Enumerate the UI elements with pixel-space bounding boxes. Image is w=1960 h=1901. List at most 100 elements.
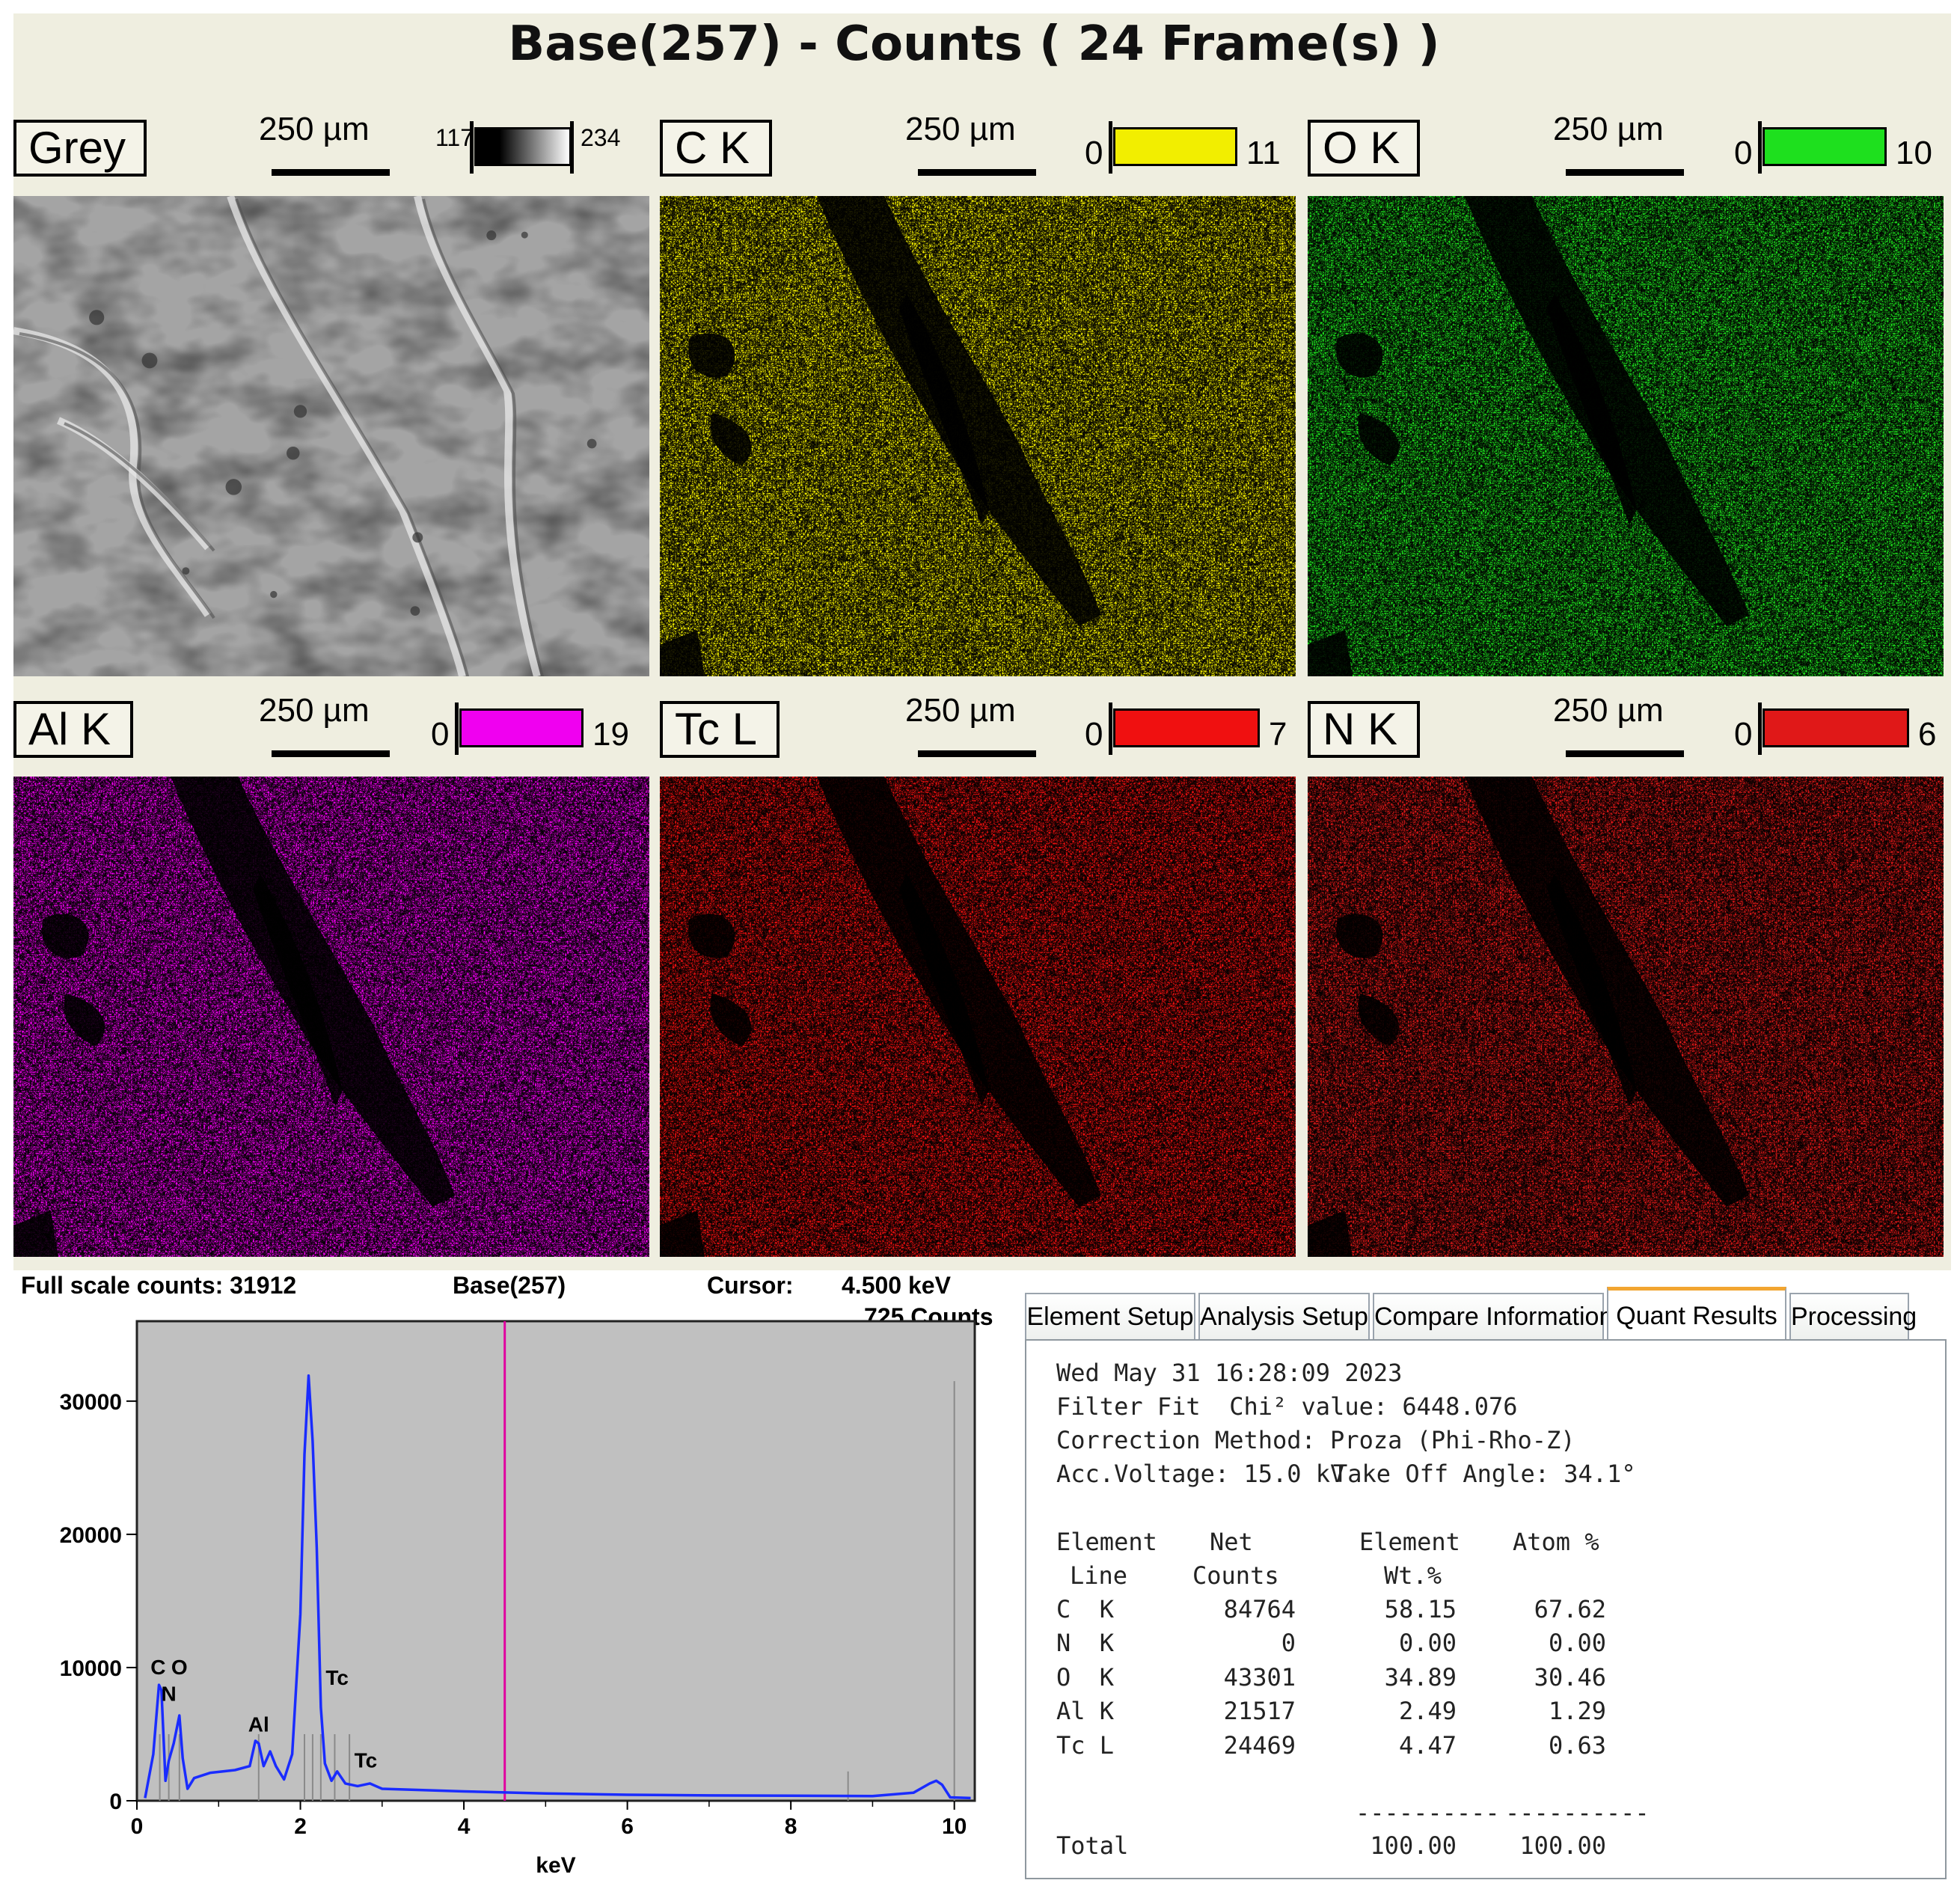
element-map-tc-l[interactable] (660, 777, 1296, 1257)
tab-processing[interactable]: Processing (1789, 1293, 1917, 1339)
plot-area (135, 1320, 976, 1802)
element-map-grey[interactable] (13, 196, 649, 676)
col-header-atom: Atom % (1513, 1528, 1599, 1556)
colorbar-tick (455, 702, 459, 755)
colorbar-tick (570, 121, 574, 174)
colorbar-max: 19 (592, 716, 629, 753)
peak-label: C (150, 1656, 165, 1679)
colorbar-max: 10 (1896, 135, 1932, 171)
quant-element-line: Al K (1056, 1697, 1115, 1726)
colorbar-swatch (459, 708, 584, 747)
scale-bar-label: 250 µm (905, 111, 1016, 147)
col-header-net: Net (1210, 1528, 1253, 1556)
tab-quant-results[interactable]: Quant Results (1607, 1287, 1786, 1341)
quant-cell: 24469 (1223, 1730, 1296, 1760)
tab-element-setup[interactable]: Element Setup (1025, 1293, 1195, 1339)
y-tick-label: 30000 (60, 1390, 122, 1415)
col-header-element: Element (1056, 1528, 1157, 1556)
quant-results-box: Wed May 31 16:28:09 2023 Filter Fit Chi²… (1025, 1339, 1947, 1879)
peak-label: Tc (325, 1666, 349, 1689)
peak-label: O (171, 1656, 188, 1679)
total-wt: 100.00 (1370, 1831, 1457, 1860)
element-map-o-k[interactable] (1308, 196, 1944, 676)
colorbar-min: 0 (1085, 135, 1103, 171)
quant-element-line: C K (1056, 1595, 1115, 1623)
quant-take-off: Take Off Angle: 34.1° (1333, 1460, 1636, 1488)
x-axis-label: keV (536, 1853, 575, 1878)
element-map-n-k[interactable] (1308, 777, 1944, 1257)
colorbar-max: 7 (1269, 716, 1287, 753)
quant-date: Wed May 31 16:28:09 2023 (1056, 1359, 1403, 1387)
colorbar-tick (1758, 702, 1762, 755)
scale-bar-label: 250 µm (1553, 111, 1664, 147)
y-tick-label: 0 (109, 1790, 122, 1814)
colorbar-swatch (1113, 127, 1237, 166)
quant-cell: 67.62 (1534, 1595, 1606, 1623)
scale-bar (1566, 169, 1684, 176)
colorbar-min: 0 (1734, 135, 1753, 171)
element-map-al-k[interactable] (13, 777, 649, 1257)
col-header-counts: Counts (1192, 1561, 1279, 1590)
quant-cell: 30.46 (1534, 1662, 1606, 1692)
quant-cell: 1.29 (1548, 1697, 1606, 1726)
colorbar-min: 0 (1734, 716, 1753, 753)
colorbar-tick (1109, 121, 1112, 174)
quant-element-line: N K (1056, 1629, 1115, 1658)
quant-cell: 0.00 (1398, 1629, 1457, 1658)
separator-wt: ---------- (1356, 1799, 1500, 1827)
quant-cell: 0.00 (1548, 1629, 1606, 1658)
quant-cell: 4.47 (1398, 1730, 1457, 1760)
x-tick-label: 0 (131, 1814, 144, 1839)
quant-cell: 43301 (1223, 1662, 1296, 1692)
peak-label: Tc (355, 1748, 378, 1772)
scale-bar (272, 169, 390, 176)
full-scale-counts: Full scale counts: 31912 (21, 1272, 297, 1299)
total-label: Total (1056, 1831, 1129, 1860)
x-tick-label: 10 (942, 1814, 967, 1839)
scale-bar-label: 250 µm (259, 111, 370, 147)
map-label-al-k: Al K (13, 701, 133, 758)
separator-atom: ---------- (1505, 1799, 1650, 1827)
cursor-kev: 4.500 keV (842, 1272, 951, 1299)
x-tick-label: 6 (621, 1814, 634, 1839)
map-label-tc-l: Tc L (660, 701, 780, 758)
scale-bar (1566, 750, 1684, 757)
x-tick-label: 2 (294, 1814, 307, 1839)
colorbar-max: 234 (581, 124, 621, 151)
quant-cell: 58.15 (1384, 1595, 1457, 1623)
colorbar-swatch (1763, 127, 1887, 166)
spectrum-line (144, 1374, 971, 1800)
quant-cell: 21517 (1223, 1697, 1296, 1726)
page-title: Base(257) - Counts ( 24 Frame(s) ) (508, 16, 1440, 72)
colorbar-max: 11 (1246, 135, 1281, 171)
map-label-o-k: O K (1308, 120, 1420, 177)
peak-label: N (161, 1682, 176, 1705)
colorbar-min: 0 (431, 716, 450, 753)
quant-filter-fit: Filter Fit Chi² value: 6448.076 (1056, 1392, 1518, 1421)
col-header-line: Line (1070, 1561, 1128, 1590)
element-map-c-k[interactable] (660, 196, 1296, 676)
tab-compare-information[interactable]: Compare Information (1373, 1293, 1613, 1339)
spectrum-chart[interactable]: 0 10000 20000 30000 0 2 4 6 8 10 keV C ON Al Tc Tc (13, 1272, 1016, 1893)
map-label-grey: Grey (13, 120, 147, 177)
quant-cell: 84764 (1223, 1595, 1296, 1623)
peak-label: Al (248, 1712, 269, 1736)
colorbar-swatch (474, 127, 572, 166)
colorbar-swatch (1763, 708, 1909, 747)
scale-bar-label: 250 µm (905, 692, 1016, 729)
col-header-element-wt: Element (1359, 1528, 1460, 1556)
scale-bar (918, 750, 1036, 757)
y-tick-label: 20000 (60, 1523, 122, 1548)
colorbar-min: 117 (435, 124, 474, 151)
spectrum-name: Base(257) (453, 1272, 566, 1299)
quant-cell: 2.49 (1398, 1697, 1457, 1726)
scale-bar (918, 169, 1036, 176)
quant-cell: 34.89 (1384, 1662, 1457, 1692)
colorbar-max: 6 (1918, 716, 1937, 753)
x-tick-label: 4 (458, 1814, 471, 1839)
tab-analysis-setup[interactable]: Analysis Setup (1198, 1293, 1370, 1339)
scale-bar-label: 250 µm (259, 692, 370, 729)
quant-panel: Element Setup Analysis Setup Compare Infor… (1025, 1287, 1953, 1884)
col-header-wt: Wt.% (1384, 1561, 1442, 1590)
spectrum-section: Full scale counts: 31912 Base(257) Curso… (13, 1272, 1016, 1893)
